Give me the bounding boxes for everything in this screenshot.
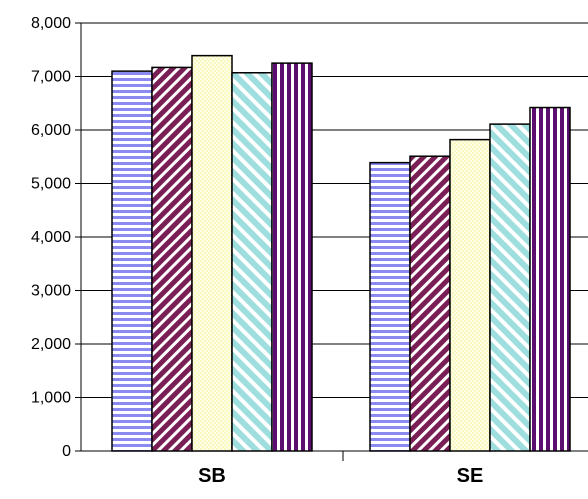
bar-sb-series-1	[111, 70, 153, 452]
y-tick-label: 3,000	[31, 283, 71, 300]
x-axis-categories: SB SE	[198, 465, 483, 487]
y-tick-label: 7,000	[31, 69, 71, 86]
bar-se-series-3	[449, 138, 491, 452]
bar-se-series-5	[529, 106, 571, 452]
y-tick-label: 6,000	[31, 122, 71, 139]
y-tick-label: 2,000	[31, 336, 71, 353]
bar-sb-series-3	[191, 54, 233, 452]
bars	[111, 54, 571, 452]
y-tick-label: 1,000	[31, 390, 71, 407]
y-axis-ticks: 0 1,000 2,000 3,000 4,000 5,000 6,000 7,000 8,00…	[31, 15, 81, 460]
x-category-label: SE	[457, 465, 484, 487]
y-tick-label: 0	[62, 443, 71, 460]
bar-sb-series-4	[231, 72, 273, 452]
y-tick-label: 5,000	[31, 176, 71, 193]
bar-se-series-4	[489, 123, 531, 452]
y-tick-label: 4,000	[31, 229, 71, 246]
x-category-label: SB	[198, 465, 226, 487]
bar-sb-series-5	[271, 62, 313, 452]
y-tick-label: 8,000	[31, 15, 71, 32]
bar-sb-series-2	[151, 66, 193, 452]
bar-se-series-1	[369, 161, 411, 452]
bar-se-series-2	[409, 155, 451, 452]
